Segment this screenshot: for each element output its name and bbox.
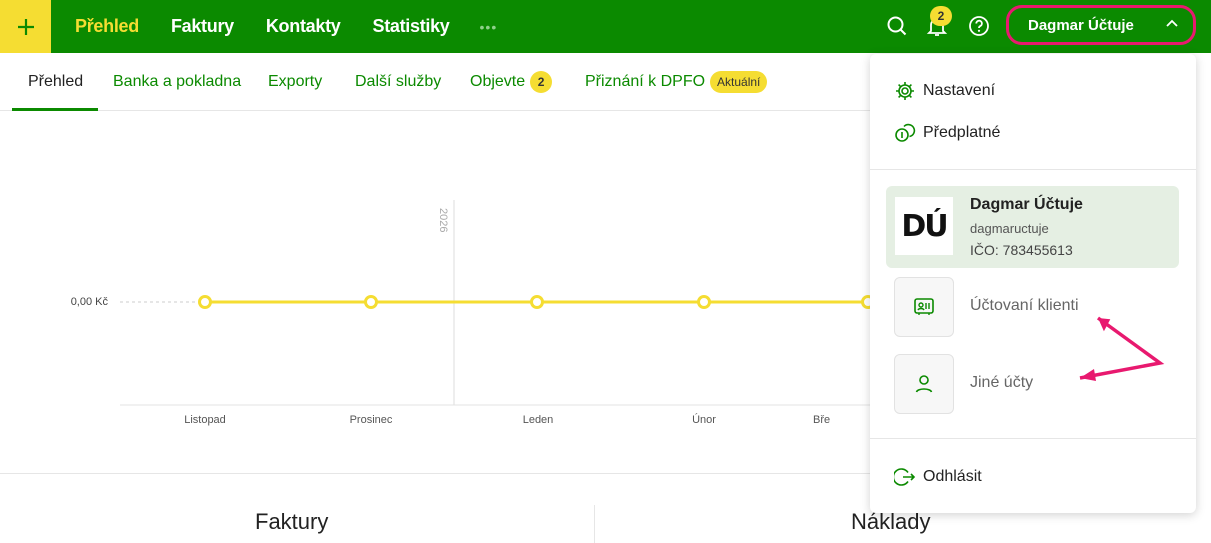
x-tick-unor: Únor bbox=[692, 414, 716, 426]
tab-label: Přiznání k DPFO bbox=[585, 73, 706, 90]
user-dropdown-menu: Nastavení Předplatné DÚ Dagmar Účtuje da… bbox=[870, 54, 1196, 513]
menu-item-label: Jiné účty bbox=[970, 374, 1034, 391]
menu-separator bbox=[870, 438, 1196, 439]
tab-dalsi-sluzby[interactable]: Další služby bbox=[355, 53, 441, 111]
annotation-arrows bbox=[1079, 316, 1165, 381]
tab-banka[interactable]: Banka a pokladna bbox=[113, 53, 241, 111]
chevron-up-icon bbox=[1166, 19, 1178, 27]
main-nav: Přehled Faktury Kontakty Statistiky ••• bbox=[75, 0, 497, 53]
plus-icon bbox=[17, 18, 34, 35]
current-account-card[interactable]: DÚ Dagmar Účtuje dagmaructuje IČO: 78345… bbox=[886, 186, 1179, 268]
account-logo: DÚ bbox=[895, 197, 953, 255]
search-button[interactable] bbox=[884, 13, 910, 39]
tab-label: Další služby bbox=[355, 73, 442, 90]
help-icon bbox=[969, 16, 989, 36]
menu-item-clients[interactable]: Účtovaní klienti bbox=[894, 277, 1174, 337]
nav-prehled[interactable]: Přehled bbox=[75, 16, 139, 36]
tab-prehled[interactable]: Přehled bbox=[28, 53, 83, 111]
gear-icon bbox=[894, 80, 916, 102]
menu-item-subscription[interactable]: Předplatné bbox=[894, 119, 1000, 147]
more-menu-button[interactable]: ••• bbox=[479, 18, 498, 35]
account-username: dagmaructuje bbox=[970, 221, 1049, 236]
objevte-badge: 2 bbox=[530, 71, 553, 93]
data-point-4[interactable] bbox=[861, 295, 871, 309]
nav-kontakty[interactable]: Kontakty bbox=[265, 16, 341, 36]
logout-icon bbox=[894, 466, 916, 488]
chart-canvas bbox=[120, 200, 871, 406]
coins-icon bbox=[894, 122, 916, 144]
data-point-1[interactable] bbox=[364, 295, 378, 309]
active-tab-indicator bbox=[12, 108, 98, 111]
sub-nav: Přehled Banka a pokladna Exporty Další s… bbox=[0, 53, 870, 111]
user-icon bbox=[915, 375, 933, 393]
account-ico: IČO: 783455613 bbox=[970, 242, 1073, 258]
other-accounts-icon-box bbox=[894, 354, 954, 414]
menu-item-label: Předplatné bbox=[923, 124, 1001, 141]
x-tick-listopad: Listopad bbox=[184, 414, 226, 426]
tab-label: Exporty bbox=[268, 73, 323, 90]
user-name: Dagmar Účtuje bbox=[1028, 16, 1134, 34]
year-label: 2026 bbox=[437, 208, 449, 233]
section-divider bbox=[0, 473, 870, 474]
menu-item-label: Nastavení bbox=[923, 82, 996, 99]
top-bar: Přehled Faktury Kontakty Statistiky ••• … bbox=[0, 0, 1211, 53]
x-tick-prosinec: Prosinec bbox=[349, 414, 393, 426]
menu-item-other-accounts[interactable]: Jiné účty bbox=[894, 354, 1174, 414]
menu-item-label: Odhlásit bbox=[923, 468, 982, 485]
tab-label: Přehled bbox=[28, 73, 84, 90]
menu-separator bbox=[870, 169, 1196, 170]
tab-priznani-dpfo[interactable]: Přiznání k DPFO Aktuální bbox=[585, 53, 768, 111]
tab-exporty[interactable]: Exporty bbox=[268, 53, 322, 111]
x-tick-leden: Leden bbox=[522, 414, 554, 426]
user-menu-button[interactable]: Dagmar Účtuje bbox=[1006, 5, 1196, 45]
search-icon bbox=[887, 16, 907, 36]
menu-item-settings[interactable]: Nastavení bbox=[894, 77, 995, 105]
help-button[interactable] bbox=[966, 13, 992, 39]
tab-label: Objevte bbox=[470, 73, 526, 90]
clients-icon-box bbox=[894, 277, 954, 337]
nav-faktury[interactable]: Faktury bbox=[170, 16, 234, 36]
nav-statistiky[interactable]: Statistiky bbox=[372, 16, 450, 36]
dpfo-badge: Aktuální bbox=[710, 71, 768, 93]
x-tick-brezen: Bře bbox=[813, 414, 831, 426]
tab-label: Banka a pokladna bbox=[113, 73, 242, 90]
notifications-badge: 2 bbox=[930, 6, 952, 26]
add-button[interactable] bbox=[0, 0, 51, 53]
data-point-2[interactable] bbox=[530, 295, 544, 309]
menu-item-logout[interactable]: Odhlásit bbox=[894, 463, 982, 491]
overview-chart: 0,00 Kč 2026 Listopad Prosinec Leden Úno… bbox=[0, 112, 870, 472]
section-title-faktury: Faktury bbox=[255, 509, 329, 534]
y-axis-tick: 0,00 Kč bbox=[70, 296, 108, 308]
tab-objevte[interactable]: Objevte 2 bbox=[470, 53, 553, 111]
menu-item-label: Účtovaní klienti bbox=[970, 297, 1079, 314]
account-name: Dagmar Účtuje bbox=[970, 196, 1083, 213]
section-vertical-divider bbox=[594, 505, 595, 543]
data-point-3[interactable] bbox=[697, 295, 711, 309]
data-point-0[interactable] bbox=[198, 295, 212, 309]
clients-icon bbox=[914, 298, 934, 315]
section-title-naklady: Náklady bbox=[851, 509, 931, 534]
